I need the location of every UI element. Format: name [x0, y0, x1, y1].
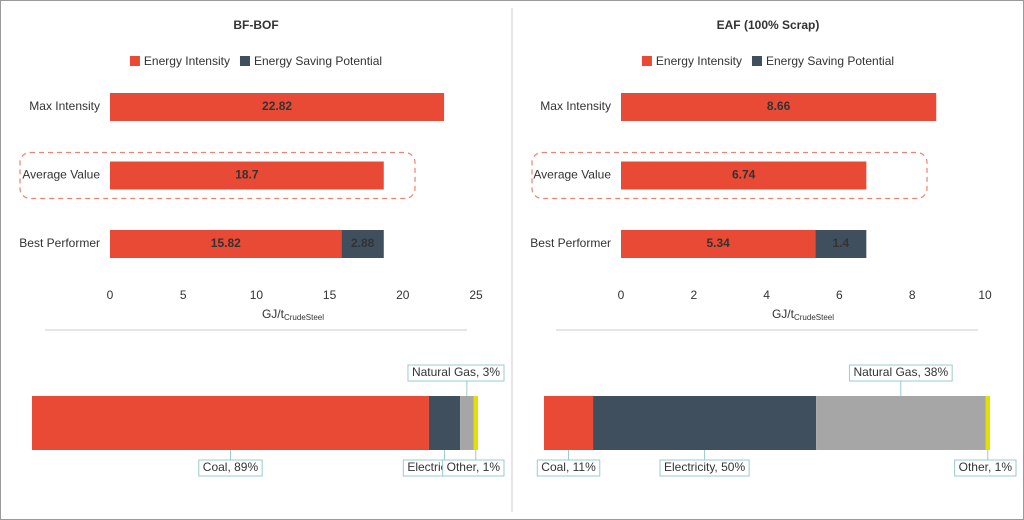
callout-label: Natural Gas, 3%	[412, 365, 500, 379]
legend: Energy Intensity Energy Saving Potential	[641, 54, 894, 68]
category-label: Max Intensity	[540, 99, 611, 113]
data-label: 22.82	[262, 99, 292, 113]
bar	[110, 161, 384, 190]
share-segment	[544, 396, 594, 450]
share-segment	[460, 396, 474, 450]
legend-swatch	[129, 56, 140, 66]
data-label: 1.4	[833, 236, 850, 250]
share-segment	[473, 396, 478, 450]
bar	[110, 230, 342, 258]
legend-swatch	[239, 56, 250, 66]
x-tick-label: 20	[396, 288, 410, 302]
x-axis-label-main: GJ/t	[262, 307, 285, 321]
callout-label: Electricity, 50%	[664, 460, 745, 474]
bar	[621, 93, 937, 121]
data-label: 2.88	[351, 236, 375, 250]
x-tick-label: 2	[690, 288, 697, 302]
bar	[621, 230, 816, 258]
x-tick-label: 0	[107, 288, 114, 302]
x-tick-label: 15	[323, 288, 337, 302]
chart-title: EAF (100% Scrap)	[717, 18, 820, 32]
category-label: Max Intensity	[29, 99, 100, 113]
x-axis-label: GJ/tCrudeSteel	[772, 307, 834, 322]
legend-label: Energy Intensity	[656, 54, 742, 68]
category-label: Average Value	[22, 168, 100, 182]
x-tick-label: 10	[978, 288, 992, 302]
bar	[815, 230, 867, 258]
x-tick-label: 4	[763, 288, 770, 302]
legend-swatch	[751, 56, 762, 66]
chart-title: BF-BOF	[233, 18, 278, 32]
legend-swatch	[641, 56, 652, 66]
bar	[341, 230, 384, 258]
x-tick-label: 10	[250, 288, 264, 302]
share-segment	[816, 396, 986, 450]
x-axis-label: GJ/tCrudeSteel	[262, 307, 324, 322]
legend-label: Energy Saving Potential	[254, 54, 382, 68]
x-axis-label-main: GJ/t	[772, 307, 795, 321]
x-axis-label-sub: CrudeSteel	[794, 313, 834, 322]
x-tick-label: 5	[180, 288, 187, 302]
data-label: 5.34	[707, 236, 731, 250]
data-label: 6.74	[732, 168, 756, 182]
legend: Energy Intensity Energy Saving Potential	[129, 54, 382, 68]
x-tick-label: 8	[909, 288, 916, 302]
bar	[621, 161, 867, 190]
legend-label: Energy Intensity	[144, 54, 230, 68]
share-segment	[32, 396, 429, 450]
callout-label: Other, 1%	[447, 460, 501, 474]
legend-label: Energy Saving Potential	[766, 54, 894, 68]
data-label: 8.66	[767, 99, 791, 113]
callout-box	[407, 364, 505, 382]
callout-label: Other, 1%	[959, 460, 1013, 474]
x-tick-label: 6	[836, 288, 843, 302]
callout-label: Coal, 11%	[541, 460, 596, 474]
callout-label: Natural Gas, 38%	[853, 365, 948, 379]
share-segment	[428, 396, 461, 450]
category-label: Average Value	[533, 168, 611, 182]
category-label: Best Performer	[19, 236, 100, 250]
callout-label: Coal, 89%	[203, 460, 259, 474]
category-label: Best Performer	[530, 236, 611, 250]
data-label: 18.7	[235, 168, 259, 182]
x-tick-label: 25	[469, 288, 483, 302]
share-segment	[985, 396, 990, 450]
callout-box	[954, 459, 1017, 477]
bar	[110, 93, 445, 121]
x-tick-label: 0	[618, 288, 625, 302]
data-label: 15.82	[211, 236, 241, 250]
x-axis-label-sub: CrudeSteel	[284, 313, 324, 322]
callout-box	[442, 459, 505, 477]
share-segment	[593, 396, 817, 450]
